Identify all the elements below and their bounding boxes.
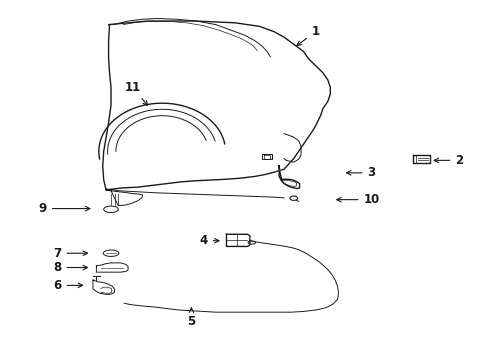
Text: 8: 8 <box>53 261 88 274</box>
Text: 3: 3 <box>346 166 376 179</box>
Ellipse shape <box>104 206 118 212</box>
Text: 9: 9 <box>39 202 90 215</box>
Polygon shape <box>97 263 128 272</box>
Polygon shape <box>101 287 112 293</box>
Polygon shape <box>279 166 299 189</box>
Text: 10: 10 <box>337 193 380 206</box>
Polygon shape <box>413 155 430 163</box>
Ellipse shape <box>290 196 297 201</box>
Polygon shape <box>226 234 250 247</box>
Polygon shape <box>93 280 115 294</box>
Text: 6: 6 <box>53 279 83 292</box>
Text: 4: 4 <box>199 234 219 247</box>
Text: 2: 2 <box>434 154 464 167</box>
Text: 11: 11 <box>125 81 147 105</box>
Text: 7: 7 <box>53 247 88 260</box>
Ellipse shape <box>103 250 119 256</box>
Text: 5: 5 <box>187 308 196 328</box>
Text: 1: 1 <box>297 25 319 45</box>
